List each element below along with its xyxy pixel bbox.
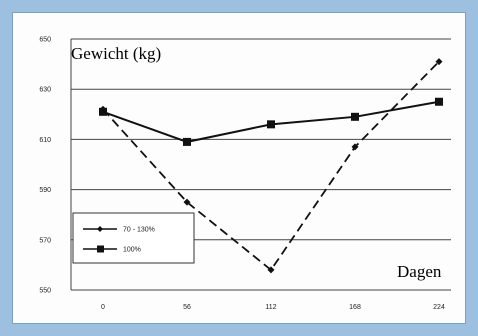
diamond-marker	[351, 143, 359, 151]
legend-label-1: 100%	[123, 247, 141, 254]
legend-label-0: 70 - 130%	[123, 227, 155, 234]
y-tick-label: 570	[39, 237, 51, 244]
y-axis-title: Gewicht (kg)	[71, 44, 161, 63]
y-tick-label: 550	[39, 288, 51, 295]
square-marker	[351, 112, 359, 121]
x-tick-label: 168	[349, 304, 361, 311]
square-marker	[183, 137, 191, 146]
x-axis-title: Dagen	[397, 262, 442, 281]
legend-square-marker	[97, 245, 104, 253]
legend-box	[72, 212, 195, 264]
chart-frame: 550 570 590 610 630 650 0 56 112 168 224 Gewicht …	[12, 12, 466, 324]
diamond-marker	[267, 266, 275, 274]
y-tick-label: 610	[39, 137, 51, 144]
series-markers	[99, 58, 443, 274]
square-marker	[267, 120, 275, 129]
legend: 70 - 130% 100%	[72, 212, 195, 264]
diamond-marker	[435, 58, 443, 66]
x-tick-labels: 0 56 112 168 224	[101, 304, 445, 311]
x-tick-label: 224	[433, 304, 445, 311]
y-tick-label: 650	[39, 37, 51, 44]
y-tick-label: 630	[39, 87, 51, 94]
square-marker	[99, 107, 107, 116]
diamond-marker	[183, 198, 191, 206]
y-tick-label: 590	[39, 187, 51, 194]
legend-diamond-marker	[97, 226, 103, 232]
line-chart: 550 570 590 610 630 650 0 56 112 168 224 Gewicht …	[39, 37, 451, 311]
x-tick-label: 112	[265, 304, 276, 311]
square-marker	[435, 97, 443, 106]
x-tick-label: 0	[101, 304, 105, 311]
x-tick-label: 56	[183, 304, 191, 311]
y-tick-labels: 550 570 590 610 630 650	[39, 37, 51, 295]
series-line-0	[102, 60, 440, 272]
